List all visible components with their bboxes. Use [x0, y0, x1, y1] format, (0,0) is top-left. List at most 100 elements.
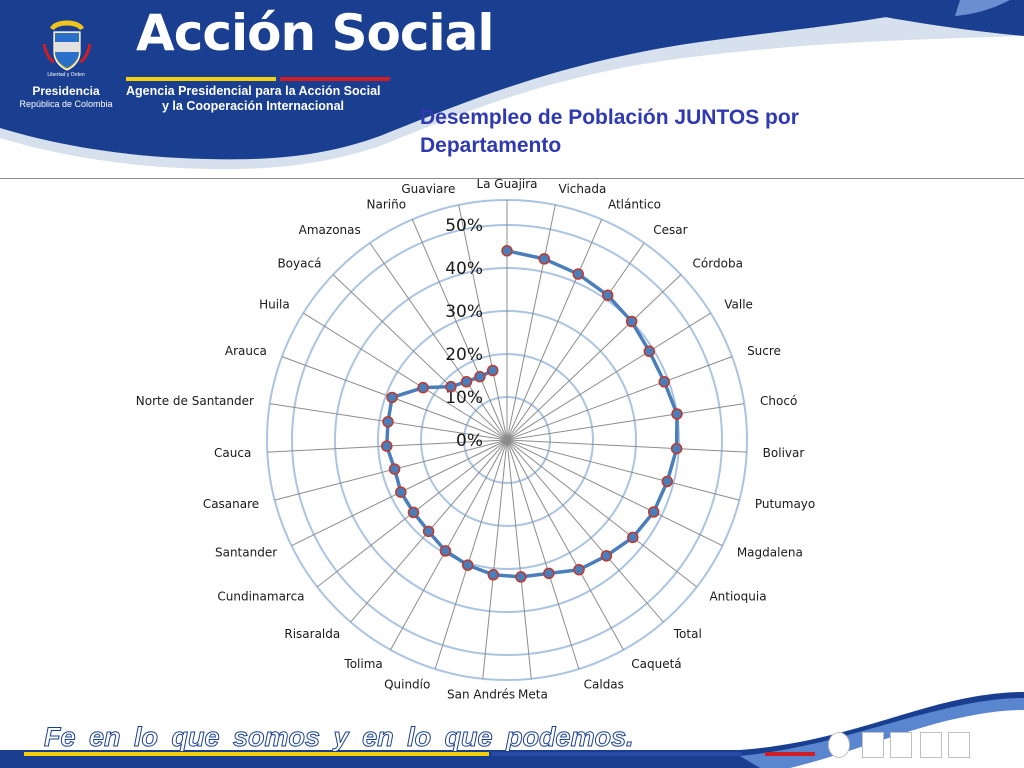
category-label: Huila: [259, 298, 290, 312]
category-label: Atlántico: [608, 198, 661, 212]
category-label: Caquetá: [631, 657, 681, 671]
data-point: [407, 506, 420, 519]
data-point: [460, 376, 473, 388]
data-point: [445, 380, 457, 393]
data-point: [647, 506, 660, 518]
radar-spoke: [411, 219, 508, 441]
category-label: Norte de Santander: [136, 394, 254, 408]
data-point: [670, 442, 683, 455]
data-point: [573, 563, 585, 576]
radar-spoke: [506, 439, 740, 501]
data-point: [439, 545, 452, 557]
data-point: [388, 463, 401, 475]
brand-subtitle-line1: Agencia Presidencial para la Acción Soci…: [126, 84, 381, 98]
category-label: Casanare: [203, 497, 259, 511]
growth-logo-icon: [948, 732, 970, 758]
radar-spoke: [506, 356, 733, 441]
radar-spoke: [506, 439, 664, 623]
data-point: [381, 440, 393, 452]
colombia-map-icon: [890, 732, 912, 758]
category-label: Cundinamarca: [217, 590, 304, 604]
republica-label: República de Colombia: [19, 99, 113, 109]
radar-spoke: [506, 219, 603, 441]
brand-stripe-yellow: [126, 77, 276, 81]
radial-tick-label: 40%: [445, 259, 483, 279]
data-point: [461, 559, 474, 571]
category-label: Total: [673, 627, 702, 641]
category-label: Meta: [518, 688, 548, 702]
category-label: Caldas: [584, 677, 624, 691]
category-label: Cauca: [214, 446, 251, 460]
category-label: Putumayo: [755, 497, 815, 511]
radial-tick-label: 30%: [445, 302, 483, 322]
data-point: [395, 486, 407, 498]
data-point: [625, 315, 638, 328]
radar-spoke: [482, 439, 508, 679]
category-label: La Guajira: [476, 177, 537, 191]
data-point: [671, 408, 683, 420]
radar-spoke: [506, 439, 580, 670]
government-seal-icon: [920, 732, 942, 758]
radar-spoke: [506, 439, 532, 679]
data-point: [661, 475, 674, 488]
radial-tick-label: 0%: [456, 431, 483, 451]
radar-spoke: [506, 204, 556, 441]
category-label: Guaviare: [401, 182, 455, 196]
radar-spoke: [458, 204, 508, 441]
data-point: [538, 253, 550, 265]
radar-spoke: [303, 312, 508, 441]
presidencia-label: Presidencia: [32, 84, 100, 98]
radar-spoke: [390, 439, 508, 651]
data-point: [600, 550, 613, 562]
data-point: [422, 525, 435, 538]
category-label: Arauca: [225, 344, 267, 358]
radar-spoke: [434, 439, 508, 670]
slide-title: Desempleo de Población JUNTOS por Depart…: [420, 106, 799, 157]
category-label: Quindío: [384, 677, 430, 691]
radar-spoke: [506, 439, 624, 651]
radar-spoke: [332, 274, 508, 441]
radar-spoke: [506, 312, 711, 441]
category-label: Bolivar: [763, 446, 805, 460]
category-label: Sucre: [747, 344, 781, 358]
header-divider: [0, 178, 1024, 179]
radar-spoke: [506, 439, 723, 547]
radar-spoke: [369, 242, 508, 441]
data-point: [386, 391, 398, 404]
brand-subtitle-line2: y la Cooperación Internacional: [162, 99, 344, 113]
quality-seal-icon: [862, 732, 884, 758]
radar-spoke: [506, 439, 698, 588]
category-label: Magdalena: [737, 546, 803, 560]
radar-spoke: [506, 274, 682, 441]
category-label: Santander: [215, 546, 277, 560]
data-point: [643, 345, 656, 358]
footer-slogan: Fe en lo que somos y en lo que podemos.: [44, 722, 635, 753]
data-point: [417, 381, 429, 394]
radar-spoke: [506, 403, 745, 441]
category-label: San Andrés: [447, 688, 515, 702]
data-point: [515, 571, 527, 583]
radial-tick-label: 10%: [445, 388, 483, 408]
category-label: Valle: [724, 298, 753, 312]
category-label: Vichada: [559, 182, 607, 196]
data-point: [486, 364, 499, 377]
data-point: [382, 416, 394, 428]
category-label: Nariño: [366, 198, 406, 212]
radial-tick-label: 20%: [445, 345, 483, 365]
data-point: [501, 245, 513, 257]
brand-stripe-red: [280, 77, 390, 81]
category-label: Antioquia: [709, 590, 766, 604]
radial-tick-label: 50%: [445, 216, 483, 236]
national-motto: Libertad y Orden: [47, 72, 85, 78]
data-point: [572, 268, 584, 280]
category-label: Chocó: [760, 394, 797, 408]
category-label: Risaralda: [284, 627, 340, 641]
header-banner: [0, 0, 1024, 170]
category-label: Córdoba: [693, 257, 743, 271]
data-point: [543, 567, 555, 580]
category-label: Boyacá: [277, 257, 321, 271]
radar-spoke: [506, 439, 747, 453]
certification-logo-icon: [828, 732, 850, 758]
data-point: [601, 289, 614, 302]
